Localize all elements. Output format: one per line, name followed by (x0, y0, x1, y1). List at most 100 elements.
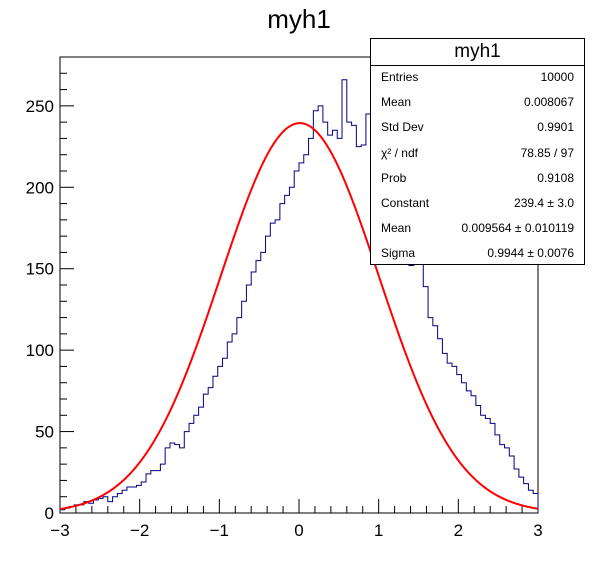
histogram-bin (409, 265, 414, 513)
histogram-bin (242, 301, 247, 513)
stats-label: Mean (381, 221, 412, 235)
stats-box: myh1 Entries 10000 Mean 0.008067 Std Dev… (370, 38, 585, 265)
histogram-bin (505, 448, 510, 513)
histogram-bin (156, 471, 161, 513)
y-tick-label: 0 (45, 504, 54, 523)
histogram-bin (275, 220, 280, 513)
histogram-bin (122, 490, 127, 513)
stats-row-mean: Mean 0.008067 (381, 92, 574, 112)
histogram-bin (471, 396, 476, 513)
stats-value: 10000 (540, 70, 574, 84)
histogram-bin (342, 80, 347, 513)
stats-row-fit-mean: Mean 0.009564 ± 0.010119 (381, 218, 574, 238)
stats-value: 239.4 ± 3.0 (514, 196, 574, 210)
histogram-bin (356, 147, 361, 513)
histogram-bin (337, 138, 342, 513)
stats-label: Mean (381, 95, 412, 109)
histogram-bin (218, 366, 223, 513)
stats-label: Prob (381, 171, 407, 185)
histogram-bin (442, 353, 447, 513)
stats-row-entries: Entries 10000 (381, 67, 574, 87)
x-tick-label: −3 (50, 521, 69, 540)
y-tick-label: 200 (26, 178, 54, 197)
stats-value: 78.85 / 97 (520, 146, 574, 160)
x-tick-label: −2 (130, 521, 149, 540)
histogram-bin (495, 435, 500, 513)
x-tick-label: 2 (454, 521, 463, 540)
histogram-bin (438, 339, 443, 513)
histogram-bin (127, 487, 132, 513)
x-tick-label: 3 (533, 521, 542, 540)
histogram-bin (457, 375, 462, 513)
histogram-bin (146, 474, 151, 513)
histogram-bin (280, 204, 285, 513)
y-tick-label: 250 (26, 97, 54, 116)
histogram-bin (294, 171, 299, 513)
histogram-bin (189, 423, 194, 513)
stats-row-sigma: Sigma 0.9944 ± 0.0076 (381, 243, 574, 263)
histogram-bin (175, 445, 180, 513)
stats-title: myh1 (371, 39, 584, 66)
histogram-bin (170, 443, 175, 513)
stats-row-constant: Constant 239.4 ± 3.0 (381, 193, 574, 213)
chart-title: myh1 (267, 4, 331, 34)
histogram-bin (313, 111, 318, 513)
histogram-series (59, 79, 539, 513)
histogram-bin (466, 391, 471, 513)
histogram-bin (203, 394, 208, 513)
histogram-bin (113, 497, 118, 513)
histogram-bin (485, 419, 490, 513)
stats-label: Std Dev (381, 120, 424, 134)
histogram-bin (227, 342, 232, 513)
stats-value: 0.008067 (523, 95, 574, 109)
stats-label: Sigma (381, 246, 416, 260)
stats-label: χ² / ndf (381, 146, 418, 160)
y-tick-label: 50 (35, 423, 54, 442)
histogram-bin (490, 423, 495, 513)
histogram-bin (332, 130, 337, 513)
x-tick-label: 0 (294, 521, 303, 540)
y-axis: 0 50 100 150 200 250 (26, 56, 74, 523)
histogram-bin (108, 502, 113, 513)
histogram-bin (223, 358, 228, 513)
histogram-bin (352, 125, 357, 513)
fit-curve (59, 122, 539, 510)
histogram-bin (266, 236, 271, 513)
y-tick-label: 100 (26, 341, 54, 360)
histogram-bin (533, 493, 538, 513)
histogram-bin (476, 406, 481, 513)
histogram-bin (309, 138, 314, 513)
histogram-bin (93, 500, 98, 513)
stats-row-chi2: χ² / ndf 78.85 / 97 (381, 143, 574, 163)
histogram-bin (151, 471, 156, 513)
histogram-bin (524, 484, 529, 513)
histogram-bin (347, 122, 352, 513)
histogram-bin (528, 490, 533, 513)
histogram-bin (500, 445, 505, 513)
stats-value: 0.9901 (537, 120, 574, 134)
histogram-bin (79, 505, 84, 513)
histogram-bin (509, 456, 514, 513)
histogram-bin (519, 477, 524, 513)
histogram-bin (304, 155, 309, 513)
stats-label: Entries (381, 70, 419, 84)
histogram-bin (180, 448, 185, 513)
histogram-bin (361, 145, 366, 513)
histogram-bin (237, 318, 242, 513)
histogram-bin (117, 493, 122, 513)
histogram-outline (59, 79, 539, 513)
histogram-bin (447, 363, 452, 513)
stats-value: 0.9944 ± 0.0076 (487, 246, 574, 260)
stats-value: 0.9108 (537, 171, 574, 185)
histogram-bin (60, 510, 65, 513)
x-tick-label: −1 (210, 521, 229, 540)
histogram-bin (136, 485, 141, 513)
histogram-bin (199, 407, 204, 513)
histogram-bin (165, 448, 170, 513)
histogram-bin (184, 432, 189, 513)
stats-value: 0.009564 ± 0.010119 (461, 221, 574, 235)
histogram-bin (328, 135, 333, 513)
y-tick-label: 150 (26, 260, 54, 279)
stats-row-stddev: Std Dev 0.9901 (381, 117, 574, 137)
